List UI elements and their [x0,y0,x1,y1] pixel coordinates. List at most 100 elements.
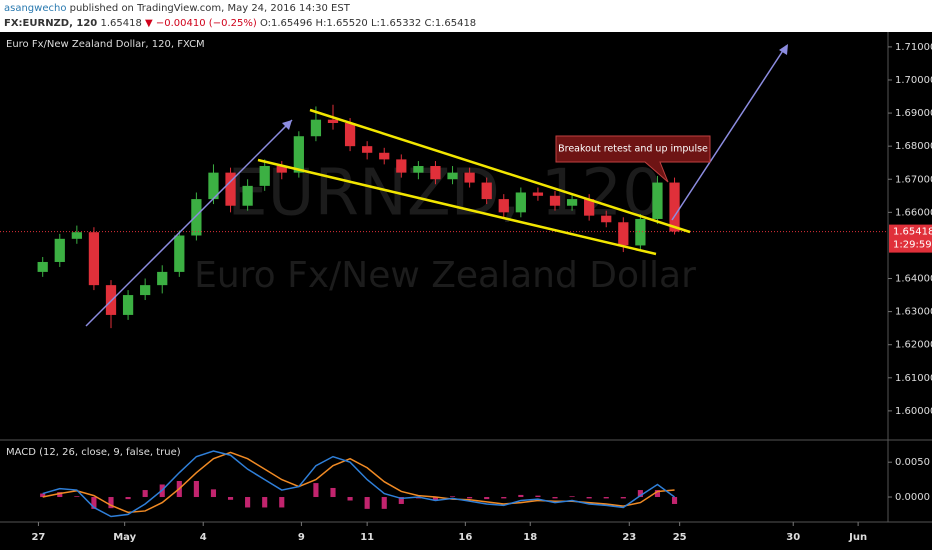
histogram-bar [671,497,678,504]
publish-line: asangwecho published on TradingView.com,… [4,3,350,14]
x-tick-label: 23 [622,532,636,543]
arrow-line [671,45,787,221]
y-tick-label: 1.60000 [895,406,932,417]
candle-body [242,185,253,206]
chart-title: Euro Fx/New Zealand Dollar, 120, FXCM [6,39,205,50]
callout-text: Breakout retest and up impulse [558,144,708,155]
candle-body [618,222,629,246]
candle-body [413,166,424,173]
candle-body [310,119,322,137]
candle-body [669,182,680,232]
candle-body [584,199,595,216]
x-tick-label: 9 [298,532,305,543]
x-tick-label: Jun [848,532,867,543]
histogram-bar [245,497,251,508]
histogram-bar [227,497,234,500]
candle-body [208,172,219,200]
histogram-bar [74,496,80,498]
chart: EURNZD, 120 Euro Fx/New Zealand Dollar E… [0,32,932,550]
y-tick-label: 1.71000 [895,42,932,53]
histogram-bar [57,492,63,498]
arrow-head [282,120,292,130]
candle-body [396,159,407,173]
histogram-bar [381,497,387,509]
y-tick-label: 1.61000 [895,373,932,384]
candle-body [327,119,339,123]
callout [555,135,711,183]
header: asangwecho published on TradingView.com,… [0,0,932,32]
histogram-bar [501,497,507,499]
published: published on TradingView.com, May 24, 20… [69,3,350,14]
histogram-bar [449,496,456,498]
candle-body [191,199,202,236]
histogram-bar [484,497,490,500]
histogram-bar [125,497,131,500]
last: 1.65418 [100,18,142,29]
arrow-head [779,44,788,55]
histogram-bar [262,497,268,508]
histogram-bar [603,497,609,499]
x-tick-label: 25 [673,532,687,543]
candle-body [635,218,646,246]
histogram-bar [467,497,473,499]
histogram-bar [552,497,558,499]
histogram-bar [142,490,148,498]
x-tick-label: 30 [786,532,800,543]
histogram-bar [330,487,336,498]
candle-body [293,136,304,173]
candle-body [362,146,373,153]
histogram-bar [535,495,541,498]
x-tick-label: 18 [523,532,537,543]
candle-body [515,192,526,213]
candle-body [71,232,82,239]
candle-body [140,285,151,296]
candle-body [481,182,492,200]
histogram-bar [108,497,114,509]
candle-body [532,192,544,196]
background [0,32,932,550]
candle-body [259,166,270,186]
y-tick-label: 1.64000 [895,274,932,285]
x-tick-label: May [113,532,136,543]
histogram-bar [432,497,439,501]
x-tick-label: 11 [360,532,374,543]
histogram-bar [518,494,524,498]
high: H:1.65520 [315,18,368,29]
x-tick-label: 4 [200,532,207,543]
histogram-bar [586,497,592,499]
histogram-bar [347,497,353,501]
histogram-bar [193,481,199,498]
trendline-lower [257,158,657,256]
y-tick-label: 1.63000 [895,307,932,318]
macd-title: MACD (12, 26, close, 9, false, true) [6,447,181,458]
candle-body [566,199,578,206]
histogram-bar [40,493,46,498]
candle-body [157,271,168,286]
publisher: asangwecho [4,3,67,14]
candle-body [88,232,100,286]
histogram-bar [569,496,575,498]
low: L:1.65332 [370,18,422,29]
histogram-bar [398,497,404,504]
histogram-bar [654,490,661,498]
y-tick-label: 0.0000 [895,492,930,503]
histogram-bar [91,497,97,509]
y-tick-label: 1.69000 [895,108,932,119]
x-tick-label: 27 [31,532,45,543]
candle-body [447,172,458,180]
candle-body [498,199,509,213]
last-price-tag [889,224,932,253]
watermark-name: Euro Fx/New Zealand Dollar [194,255,696,296]
open: O:1.65496 [259,18,313,29]
last-price-label: 1.65418 [893,227,932,238]
candle-body [37,261,48,272]
y-tick-label: 1.62000 [895,340,932,351]
candle-body [652,182,663,219]
candle-body [225,172,236,206]
candle-body [122,295,134,315]
arrow-line [85,119,293,327]
candle-body [276,166,287,173]
change: ▼ −0.00410 (−0.25%) [145,18,257,29]
candle-body [379,152,390,160]
